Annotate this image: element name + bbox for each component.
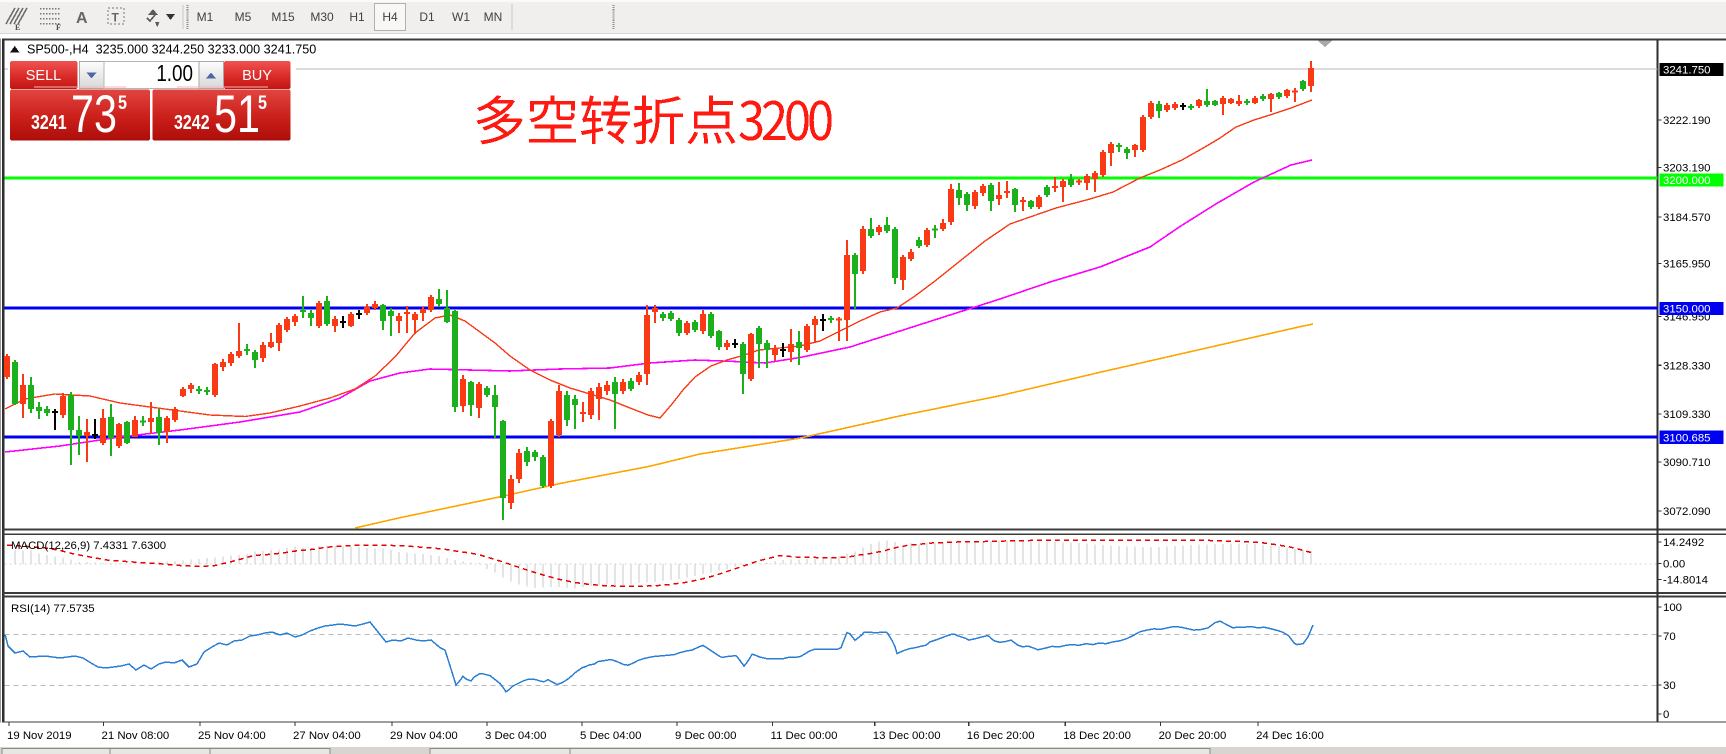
svg-text:-14.8014: -14.8014 [1663, 575, 1708, 587]
svg-text:51: 51 [214, 85, 260, 144]
svg-text:70: 70 [1663, 631, 1676, 643]
svg-text:BUY: BUY [242, 68, 272, 84]
svg-text:D1: D1 [419, 10, 435, 24]
svg-text:25 Nov 04:00: 25 Nov 04:00 [198, 730, 266, 742]
svg-text:3150.000: 3150.000 [1663, 304, 1711, 316]
svg-text:0.00: 0.00 [1663, 558, 1685, 570]
svg-text:5: 5 [118, 92, 127, 114]
svg-text:SELL: SELL [26, 68, 61, 84]
svg-text:18 Dec 20:00: 18 Dec 20:00 [1063, 730, 1131, 742]
svg-text:9 Dec 00:00: 9 Dec 00:00 [675, 730, 736, 742]
svg-text:RSI(14) 77.5735: RSI(14) 77.5735 [11, 603, 95, 615]
svg-text:20 Dec 20:00: 20 Dec 20:00 [1159, 730, 1227, 742]
svg-text:3222.190: 3222.190 [1663, 115, 1711, 127]
svg-text:M15: M15 [271, 10, 295, 24]
svg-text:A: A [76, 10, 88, 27]
svg-text:3242: 3242 [174, 111, 210, 133]
svg-text:3200.000: 3200.000 [1663, 175, 1711, 187]
svg-text:MN: MN [484, 10, 503, 24]
svg-text:30: 30 [1663, 680, 1676, 692]
svg-text:3165.950: 3165.950 [1663, 259, 1711, 271]
svg-text:SP500-,H4 3235.000 3244.250 3: SP500-,H4 3235.000 3244.250 3233.000 324… [27, 43, 316, 57]
svg-text:24 Dec 16:00: 24 Dec 16:00 [1256, 730, 1324, 742]
svg-text:M1: M1 [197, 10, 214, 24]
svg-text:E: E [15, 23, 20, 32]
svg-text:W1: W1 [452, 10, 470, 24]
svg-text:M30: M30 [310, 10, 334, 24]
svg-text:H1: H1 [349, 10, 365, 24]
svg-text:3072.090: 3072.090 [1663, 506, 1711, 518]
svg-text:21 Nov 08:00: 21 Nov 08:00 [102, 730, 170, 742]
svg-text:3109.330: 3109.330 [1663, 409, 1711, 421]
svg-text:M5: M5 [235, 10, 252, 24]
svg-text:3203.190: 3203.190 [1663, 163, 1711, 175]
svg-text:27 Nov 04:00: 27 Nov 04:00 [293, 730, 361, 742]
svg-text:3 Dec 04:00: 3 Dec 04:00 [485, 730, 546, 742]
svg-text:5 Dec 04:00: 5 Dec 04:00 [580, 730, 641, 742]
svg-text:T: T [112, 11, 120, 25]
svg-text:F: F [56, 23, 61, 32]
svg-text:13 Dec 00:00: 13 Dec 00:00 [873, 730, 941, 742]
svg-text:16 Dec 20:00: 16 Dec 20:00 [967, 730, 1035, 742]
svg-text:19 Nov 2019: 19 Nov 2019 [7, 730, 72, 742]
svg-text:MACD(12,26,9) 7.4331 7.6300: MACD(12,26,9) 7.4331 7.6300 [11, 540, 166, 552]
svg-text:11 Dec 00:00: 11 Dec 00:00 [771, 730, 838, 742]
svg-text:14.2492: 14.2492 [1663, 537, 1704, 549]
svg-text:3241.750: 3241.750 [1663, 64, 1711, 76]
svg-text:5: 5 [258, 92, 267, 114]
svg-text:1.00: 1.00 [156, 61, 193, 86]
svg-text:100: 100 [1663, 602, 1682, 614]
svg-text:29 Nov 04:00: 29 Nov 04:00 [390, 730, 458, 742]
svg-text:3241: 3241 [31, 111, 67, 133]
svg-text:73: 73 [71, 85, 117, 144]
svg-text:3184.570: 3184.570 [1663, 212, 1711, 224]
svg-text:3090.710: 3090.710 [1663, 457, 1711, 469]
svg-text:0: 0 [1663, 709, 1669, 721]
svg-text:3100.685: 3100.685 [1663, 432, 1711, 444]
svg-text:3128.330: 3128.330 [1663, 360, 1711, 372]
svg-text:H4: H4 [382, 10, 398, 24]
